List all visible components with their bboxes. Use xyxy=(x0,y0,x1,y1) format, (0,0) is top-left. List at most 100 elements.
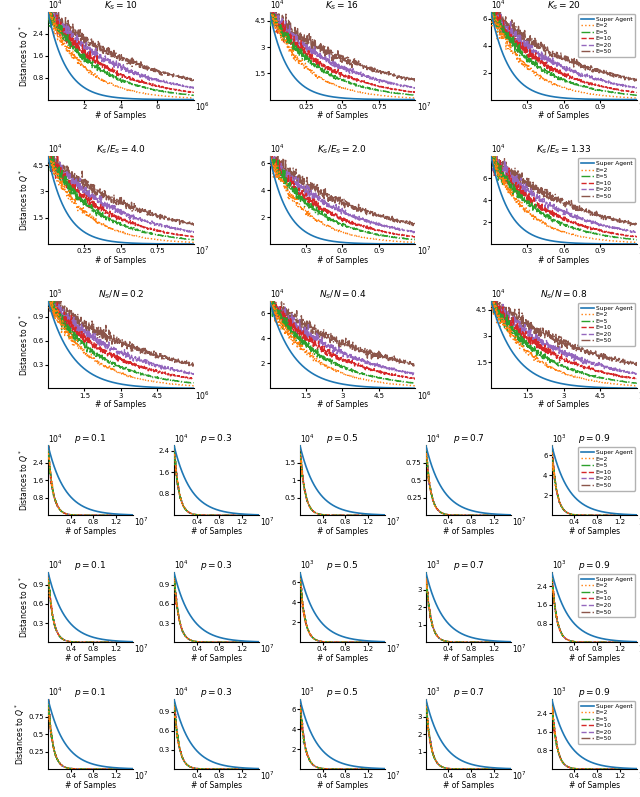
Text: $10^{7}$: $10^{7}$ xyxy=(260,643,275,655)
Text: $10^{4}$: $10^{4}$ xyxy=(269,143,284,155)
Legend: Super Agent, E=2, E=5, E=10, E=20, E=50: Super Agent, E=2, E=5, E=10, E=20, E=50 xyxy=(578,158,635,202)
X-axis label: # of Samples: # of Samples xyxy=(95,256,147,265)
Title: $p = 0.3$: $p = 0.3$ xyxy=(200,559,233,572)
Text: $10^{4}$: $10^{4}$ xyxy=(300,432,315,445)
Text: $10^{7}$: $10^{7}$ xyxy=(260,770,275,782)
Text: $10^{7}$: $10^{7}$ xyxy=(512,643,527,655)
Text: $10^{6}$: $10^{6}$ xyxy=(195,100,210,113)
X-axis label: # of Samples: # of Samples xyxy=(95,111,147,120)
Text: $10^{6}$: $10^{6}$ xyxy=(195,389,210,402)
Title: $K_S = 20$: $K_S = 20$ xyxy=(547,0,581,12)
X-axis label: # of Samples: # of Samples xyxy=(317,780,368,790)
X-axis label: # of Samples: # of Samples xyxy=(538,256,589,265)
Text: $10^{4}$: $10^{4}$ xyxy=(174,432,189,445)
Text: $10^{7}$: $10^{7}$ xyxy=(260,516,275,528)
X-axis label: # of Samples: # of Samples xyxy=(191,780,242,790)
Title: $p = 0.3$: $p = 0.3$ xyxy=(200,686,233,699)
Legend: Super Agent, E=2, E=5, E=10, E=20, E=50: Super Agent, E=2, E=5, E=10, E=20, E=50 xyxy=(578,303,635,346)
Title: $K_S = 10$: $K_S = 10$ xyxy=(104,0,138,12)
Text: $10^{4}$: $10^{4}$ xyxy=(269,288,284,300)
Text: $10^{7}$: $10^{7}$ xyxy=(386,516,401,528)
X-axis label: # of Samples: # of Samples xyxy=(443,527,494,536)
Title: $p = 0.5$: $p = 0.5$ xyxy=(326,432,358,446)
X-axis label: # of Samples: # of Samples xyxy=(191,654,242,663)
Title: $K_S/E_S = 1.33$: $K_S/E_S = 1.33$ xyxy=(536,144,591,156)
Y-axis label: Distances to $Q^*$: Distances to $Q^*$ xyxy=(13,703,27,765)
Text: $10^{4}$: $10^{4}$ xyxy=(491,288,506,300)
Legend: Super Agent, E=2, E=5, E=10, E=20, E=50: Super Agent, E=2, E=5, E=10, E=20, E=50 xyxy=(578,574,635,618)
Title: $K_S/E_S = 4.0$: $K_S/E_S = 4.0$ xyxy=(96,144,146,156)
X-axis label: # of Samples: # of Samples xyxy=(538,400,589,409)
Text: $10^{4}$: $10^{4}$ xyxy=(174,559,189,571)
Text: $10^{7}$: $10^{7}$ xyxy=(134,643,148,655)
Text: $10^{4}$: $10^{4}$ xyxy=(491,143,506,155)
Text: $10^{7}$: $10^{7}$ xyxy=(638,245,640,257)
Title: $p = 0.5$: $p = 0.5$ xyxy=(326,559,358,572)
Title: $p = 0.9$: $p = 0.9$ xyxy=(578,686,611,699)
Title: $p = 0.1$: $p = 0.1$ xyxy=(74,559,107,572)
X-axis label: # of Samples: # of Samples xyxy=(317,256,368,265)
Text: $10^{4}$: $10^{4}$ xyxy=(491,0,506,11)
Text: $10^{3}$: $10^{3}$ xyxy=(426,559,440,571)
Text: $10^{7}$: $10^{7}$ xyxy=(417,100,431,113)
Legend: Super Agent, E=2, E=5, E=10, E=20, E=50: Super Agent, E=2, E=5, E=10, E=20, E=50 xyxy=(578,447,635,491)
Text: $10^{3}$: $10^{3}$ xyxy=(300,686,315,698)
Text: $10^{6}$: $10^{6}$ xyxy=(417,389,431,402)
X-axis label: # of Samples: # of Samples xyxy=(317,111,368,120)
Title: $N_S/N = 0.2$: $N_S/N = 0.2$ xyxy=(97,289,144,300)
Text: $10^{4}$: $10^{4}$ xyxy=(174,686,189,698)
X-axis label: # of Samples: # of Samples xyxy=(317,654,368,663)
X-axis label: # of Samples: # of Samples xyxy=(317,527,368,536)
X-axis label: # of Samples: # of Samples xyxy=(569,780,620,790)
Title: $p = 0.7$: $p = 0.7$ xyxy=(452,686,484,699)
Text: $10^{4}$: $10^{4}$ xyxy=(48,559,63,571)
Text: $10^{4}$: $10^{4}$ xyxy=(48,0,63,11)
Text: $10^{3}$: $10^{3}$ xyxy=(552,686,566,698)
Title: $p = 0.1$: $p = 0.1$ xyxy=(74,686,107,699)
Text: $10^{3}$: $10^{3}$ xyxy=(426,686,440,698)
Text: $10^{5}$: $10^{5}$ xyxy=(48,288,63,300)
Text: $10^{7}$: $10^{7}$ xyxy=(386,643,401,655)
Text: $10^{7}$: $10^{7}$ xyxy=(637,770,640,782)
Text: $10^{4}$: $10^{4}$ xyxy=(269,0,284,11)
Text: $10^{7}$: $10^{7}$ xyxy=(637,516,640,528)
X-axis label: # of Samples: # of Samples xyxy=(191,527,242,536)
Text: $10^{3}$: $10^{3}$ xyxy=(552,432,566,445)
Y-axis label: Distances to $Q^*$: Distances to $Q^*$ xyxy=(18,576,31,638)
Text: $10^{7}$: $10^{7}$ xyxy=(195,245,210,257)
X-axis label: # of Samples: # of Samples xyxy=(569,654,620,663)
Text: $10^{7}$: $10^{7}$ xyxy=(512,770,527,782)
Text: $10^{7}$: $10^{7}$ xyxy=(134,516,148,528)
X-axis label: # of Samples: # of Samples xyxy=(443,654,494,663)
Y-axis label: Distances to $Q^*$: Distances to $Q^*$ xyxy=(18,450,31,512)
Text: $10^{7}$: $10^{7}$ xyxy=(512,516,527,528)
Text: $10^{3}$: $10^{3}$ xyxy=(300,559,315,571)
Text: $10^{6}$: $10^{6}$ xyxy=(638,389,640,402)
X-axis label: # of Samples: # of Samples xyxy=(317,400,368,409)
Title: $p = 0.5$: $p = 0.5$ xyxy=(326,686,358,699)
X-axis label: # of Samples: # of Samples xyxy=(95,400,147,409)
Title: $p = 0.7$: $p = 0.7$ xyxy=(452,559,484,572)
Text: $10^{7}$: $10^{7}$ xyxy=(134,770,148,782)
X-axis label: # of Samples: # of Samples xyxy=(569,527,620,536)
X-axis label: # of Samples: # of Samples xyxy=(65,780,116,790)
X-axis label: # of Samples: # of Samples xyxy=(65,527,116,536)
Title: $p = 0.3$: $p = 0.3$ xyxy=(200,432,233,446)
Title: $p = 0.9$: $p = 0.9$ xyxy=(578,559,611,572)
Title: $K_S/E_S = 2.0$: $K_S/E_S = 2.0$ xyxy=(317,144,367,156)
Text: $10^{4}$: $10^{4}$ xyxy=(48,686,63,698)
Text: $10^{4}$: $10^{4}$ xyxy=(48,143,63,155)
Title: $p = 0.7$: $p = 0.7$ xyxy=(452,432,484,446)
Text: $10^{7}$: $10^{7}$ xyxy=(417,245,431,257)
Title: $N_S/N = 0.8$: $N_S/N = 0.8$ xyxy=(540,289,588,300)
Text: $10^{7}$: $10^{7}$ xyxy=(638,100,640,113)
Y-axis label: Distances to $Q^*$: Distances to $Q^*$ xyxy=(18,25,31,87)
X-axis label: # of Samples: # of Samples xyxy=(443,780,494,790)
Title: $p = 0.1$: $p = 0.1$ xyxy=(74,432,107,446)
Text: $10^{3}$: $10^{3}$ xyxy=(552,559,566,571)
Text: $10^{7}$: $10^{7}$ xyxy=(386,770,401,782)
Title: $K_S = 16$: $K_S = 16$ xyxy=(325,0,360,12)
Title: $N_S/N = 0.4$: $N_S/N = 0.4$ xyxy=(319,289,366,300)
Y-axis label: Distances to $Q^*$: Distances to $Q^*$ xyxy=(18,313,31,375)
Text: $10^{4}$: $10^{4}$ xyxy=(48,432,63,445)
